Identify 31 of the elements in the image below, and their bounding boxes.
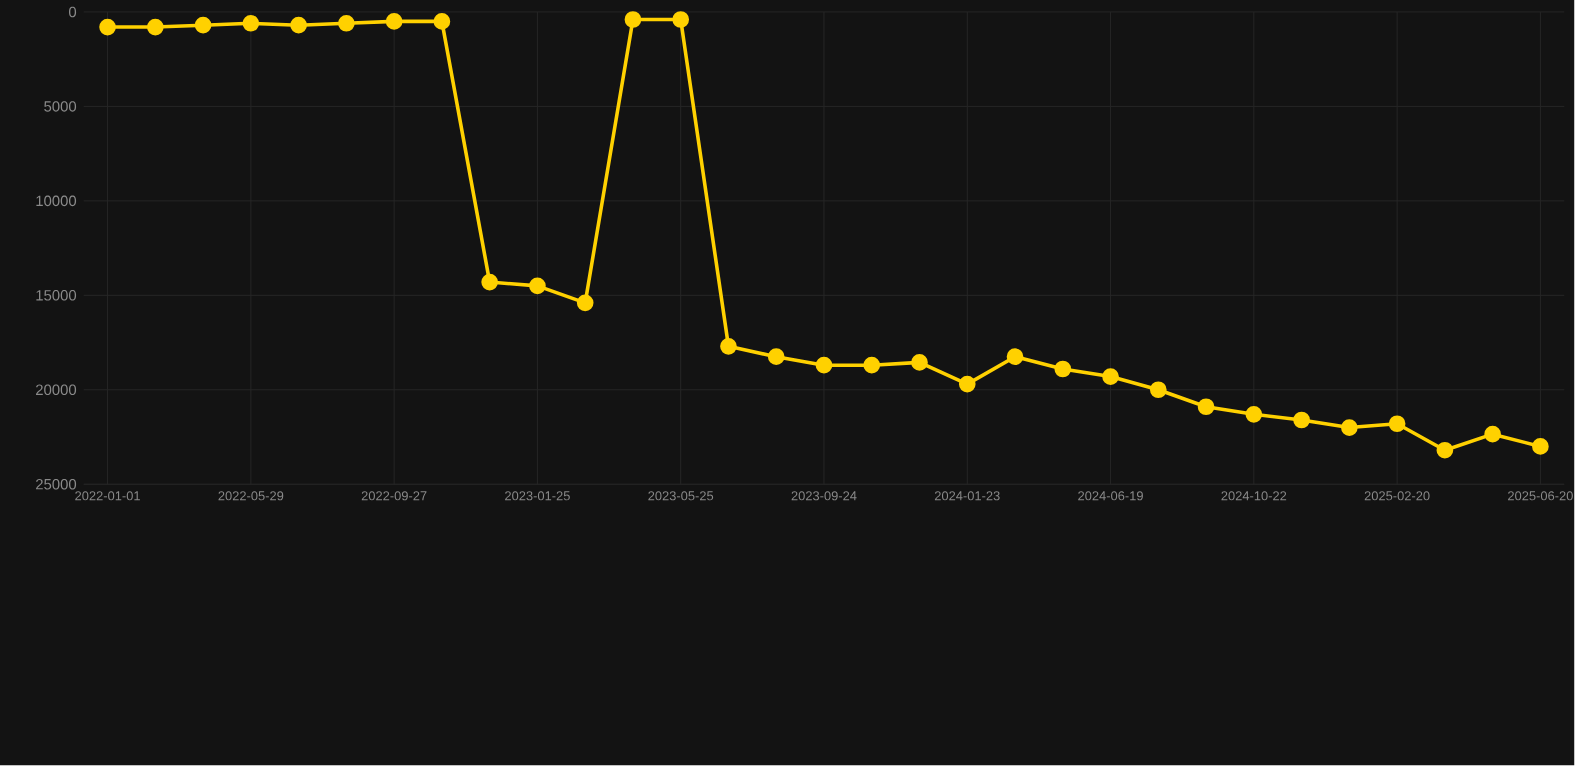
point [767, 348, 785, 366]
point [433, 13, 451, 31]
point [1149, 381, 1167, 399]
point [576, 294, 594, 312]
point [290, 17, 307, 34]
point [1245, 406, 1263, 424]
point [194, 17, 212, 34]
point [958, 376, 976, 393]
point [385, 13, 403, 31]
point [1102, 368, 1119, 386]
point [911, 354, 928, 372]
point [863, 357, 881, 374]
point [99, 19, 116, 36]
point [1532, 438, 1549, 456]
point [529, 277, 546, 295]
point [1197, 398, 1215, 416]
point [1484, 426, 1501, 443]
point [146, 19, 164, 36]
point [815, 357, 833, 374]
point [1341, 419, 1358, 437]
point [1293, 412, 1310, 429]
point [720, 338, 737, 356]
point [338, 15, 355, 33]
point [1054, 361, 1072, 378]
point [242, 15, 260, 33]
point [1436, 442, 1454, 459]
point [481, 274, 498, 291]
point [1006, 348, 1024, 366]
point [1388, 415, 1406, 433]
point [672, 11, 690, 29]
point [624, 11, 642, 29]
